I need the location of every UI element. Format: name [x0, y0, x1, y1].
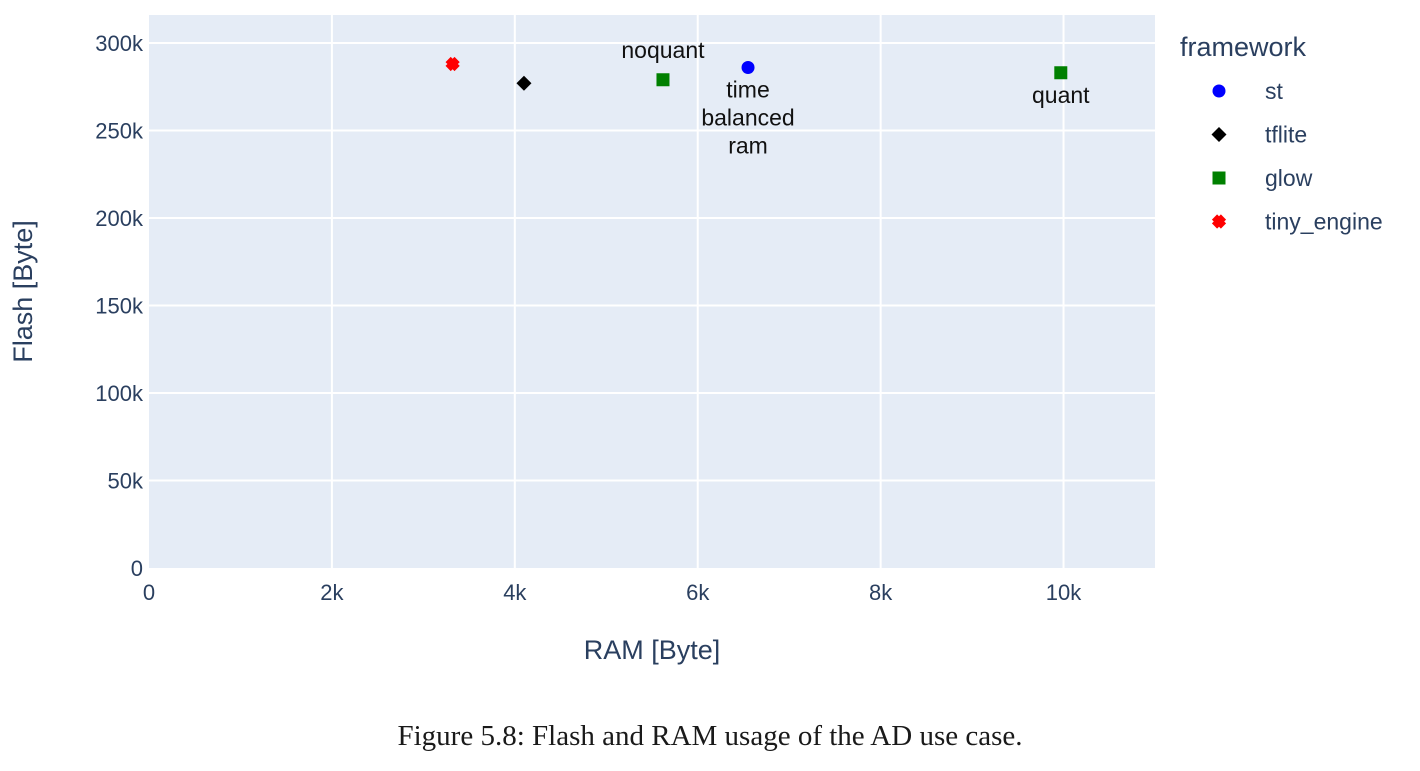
- legend: framework st tflite glow tiny_engine: [1180, 32, 1383, 235]
- data-point-st: [741, 61, 755, 74]
- legend-marker-st: [1212, 84, 1226, 98]
- legend-marker-tiny_engine: [1211, 214, 1227, 229]
- y-tick-label: 300k: [95, 31, 144, 56]
- data-point-tflite: [516, 75, 532, 91]
- legend-title: framework: [1180, 32, 1307, 62]
- data-points: [445, 56, 1068, 91]
- y-tick-label: 250k: [95, 119, 144, 144]
- legend-item-tiny_engine: tiny_engine: [1265, 209, 1383, 235]
- y-tick-label: 100k: [95, 381, 144, 406]
- y-tick-label: 200k: [95, 206, 144, 231]
- legend-marker-tflite: [1211, 127, 1227, 142]
- legend-item-glow: glow: [1265, 165, 1313, 191]
- data-label: balanced: [701, 105, 794, 131]
- y-tick-label: 150k: [95, 294, 144, 319]
- data-label: ram: [728, 133, 768, 159]
- x-tick-label: 0: [143, 580, 155, 605]
- data-label: quant: [1032, 82, 1090, 108]
- x-tick-label: 8k: [869, 580, 893, 605]
- x-tick-label: 4k: [503, 580, 527, 605]
- plot-area: [149, 15, 1155, 568]
- legend-item-st: st: [1265, 78, 1284, 104]
- legend-item-tflite: tflite: [1265, 122, 1307, 148]
- data-label: time: [726, 77, 769, 103]
- data-point-glow: [656, 73, 670, 87]
- data-point-tiny_engine: [445, 56, 460, 72]
- x-tick-label: 10k: [1046, 580, 1082, 605]
- x-axis-label: RAM [Byte]: [584, 635, 721, 665]
- data-point-glow: [1054, 66, 1068, 80]
- y-tick-label: 0: [131, 556, 143, 581]
- legend-items: st tflite glow tiny_engine: [1211, 78, 1383, 235]
- grid-lines: [149, 15, 1155, 568]
- scatter-chart: 0 2k 4k 6k 8k 10k 0 50k 100k 150k 200k 250k 300k ti…: [8, 15, 1383, 665]
- y-axis-label: Flash [Byte]: [8, 220, 38, 363]
- x-tick-label: 2k: [320, 580, 344, 605]
- data-label: noquant: [621, 37, 705, 63]
- legend-marker-glow: [1212, 171, 1226, 185]
- y-tick-label: 50k: [108, 469, 144, 494]
- figure-caption: Figure 5.8: Flash and RAM usage of the A…: [397, 720, 1023, 752]
- x-axis-ticks: 0 2k 4k 6k 8k 10k: [143, 580, 1082, 605]
- x-tick-label: 6k: [686, 580, 710, 605]
- y-axis-ticks: 0 50k 100k 150k 200k 250k 300k: [95, 31, 144, 581]
